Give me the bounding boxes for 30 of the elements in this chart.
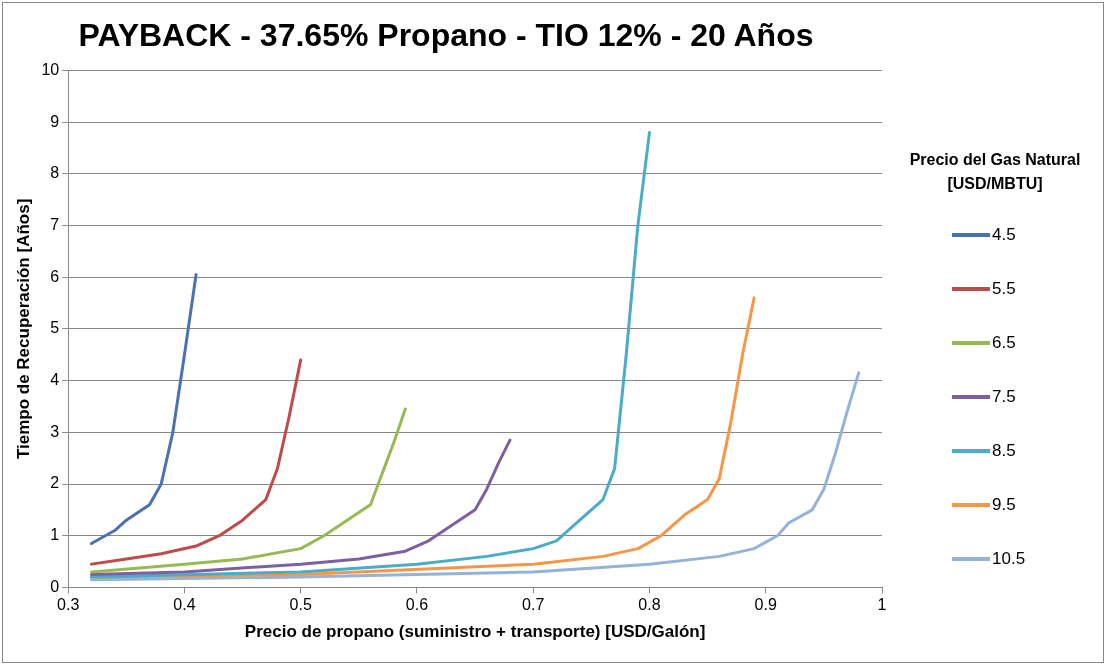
y-tick-label: 2 <box>50 474 60 492</box>
y-tick-label: 4 <box>50 371 60 389</box>
x-tick-label: 0.5 <box>289 596 312 614</box>
legend-title: Precio del Gas Natural [USD/MBTU] <box>908 150 1082 194</box>
legend-label: 5.5 <box>992 279 1016 299</box>
legend-label: 10.5 <box>992 549 1026 569</box>
x-tick-label: 0.8 <box>638 596 661 614</box>
x-tick-label: 1 <box>877 596 887 614</box>
x-tick-label: 0.6 <box>405 596 429 614</box>
y-tick-label: 5 <box>50 319 60 337</box>
y-tick-label: 9 <box>50 112 60 130</box>
y-tick-label: 0 <box>50 577 60 595</box>
y-tick-label: 10 <box>41 60 60 78</box>
x-tick-label: 0.3 <box>57 596 80 614</box>
legend-label: 9.5 <box>992 495 1016 515</box>
x-tick-label: 0.9 <box>754 596 777 614</box>
legend-label: 7.5 <box>992 387 1016 407</box>
y-tick-label: 6 <box>50 267 60 285</box>
x-tick-label: 0.7 <box>522 596 545 614</box>
y-tick-label: 3 <box>50 422 60 440</box>
x-axis-title: Precio de propano (suministro + transporte) [USD/Galón] <box>244 622 706 642</box>
y-axis-title: Tiempo de Recuperación [Años] <box>13 198 33 460</box>
chart-title: PAYBACK - 37.65% Propano - TIO 12% - 20 Años <box>78 17 814 54</box>
legend-label: 8.5 <box>992 441 1016 461</box>
y-tick-label: 8 <box>50 164 60 182</box>
legend-label: 4.5 <box>992 225 1016 245</box>
y-tick-label: 1 <box>50 526 60 544</box>
y-tick-label: 7 <box>50 215 60 233</box>
x-tick-label: 0.4 <box>173 596 196 614</box>
legend-label: 6.5 <box>992 333 1016 353</box>
